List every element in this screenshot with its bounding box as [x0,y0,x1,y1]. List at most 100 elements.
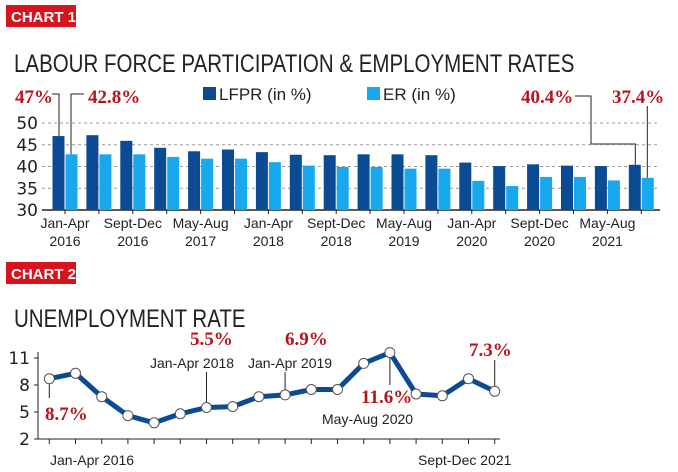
data-point [358,357,370,369]
y-tick-label: 50 [16,114,38,134]
x-tick-label: Jan-Apr [447,215,496,231]
chart2-line [43,347,501,429]
x-tick-label: 2020 [524,233,555,249]
chart1-bars [52,135,654,210]
x-tick-label: Jan-Apr [40,215,89,231]
chart1-x-axis: Jan-Apr 2016 Sept-Dec 2016 May-Aug 2017 Jan-Ap… [40,210,642,249]
bar-lfpr [459,162,472,210]
bar-er [574,176,586,210]
legend-swatch-er [367,87,380,100]
annotation-lfpr-first: 47% [15,87,53,108]
bar-lfpr [493,166,506,210]
bar-lfpr [391,154,404,210]
chart1-title: LABOUR FORCE PARTICIPATION & EMPLOYMENT … [14,49,574,77]
data-point [305,384,317,395]
label-may-aug-2020: May-Aug 2020 [322,411,413,427]
data-point [489,385,501,397]
data-point [174,408,186,420]
x-tick-label: 2021 [592,233,623,249]
bar-lfpr [86,135,99,210]
x-tick-label: 2016 [117,233,148,249]
bar-lfpr [188,151,201,210]
bar-lfpr [628,164,641,210]
bar-lfpr [52,136,65,210]
x-tick-label: 2020 [456,233,487,249]
annotation-ur-last: 7.3% [469,340,512,361]
x-tick-label: May-Aug [376,215,432,231]
y-tick-label: 40 [16,158,38,178]
bar-er [506,186,519,210]
bar-er [268,162,281,210]
data-point [70,367,81,379]
chart1-badge [6,5,76,27]
x-tick-label: May-Aug [173,215,229,231]
data-point [96,391,108,403]
bar-er [99,154,112,210]
label-jan-apr-2018: Jan-Apr 2018 [150,355,234,371]
y-tick-label: 45 [16,136,38,156]
label-jan-apr-2019: Jan-Apr 2019 [248,355,332,371]
bar-er [302,165,315,210]
data-point [201,402,212,413]
x-tick-label: 2019 [388,233,419,249]
bar-er [235,158,247,210]
bar-er [641,177,654,210]
chart2-badge [6,262,76,284]
legend-label-lfpr: LFPR (in %) [219,85,312,104]
x-label-first: Jan-Apr 2016 [50,452,134,468]
bar-lfpr [154,147,167,210]
x-tick-label: 2016 [49,233,80,249]
x-tick-label: 2017 [185,233,216,249]
bar-lfpr [289,154,302,210]
data-point [463,373,474,385]
bar-er [336,166,349,210]
x-tick-label: Sept-Dec [510,215,568,231]
x-tick-label: May-Aug [579,215,635,231]
bar-er [65,154,78,210]
bar-er [404,168,417,210]
legend-label-er: ER (in %) [383,85,456,104]
y-tick-label: 5 [19,403,30,423]
leader-line [70,93,84,155]
annotation-ur-first: 8.7% [45,404,88,425]
data-point [43,373,55,385]
x-tick-label: Sept-Dec [307,215,365,231]
chart1-badge-text: CHART 1 [11,9,76,26]
y-tick-label: 35 [16,179,38,199]
bar-lfpr [120,140,133,210]
x-label-last: Sept-Dec 2021 [418,452,512,468]
y-tick-label: 2 [19,430,30,450]
annotation-ur-2019: 6.9% [285,329,328,350]
bar-lfpr [255,152,268,210]
bar-lfpr [222,149,234,210]
chart2-title: UNEMPLOYMENT RATE [14,304,246,332]
bar-er [133,154,146,210]
leader-line [575,95,636,165]
data-point [227,401,239,413]
bar-er [370,166,383,210]
data-point [279,389,291,401]
bar-er [438,168,451,210]
bar-lfpr [527,164,540,210]
bar-er [540,176,553,210]
bar-lfpr [357,154,370,210]
data-point [332,384,343,395]
annotation-lfpr-last: 40.4% [521,87,573,108]
y-tick-label: 30 [16,201,38,221]
annotation-er-first: 42.8% [88,87,140,108]
data-point [436,390,448,402]
annotation-er-last: 37.4% [612,87,664,108]
bar-lfpr [323,155,336,210]
chart2-axis: 2 5 8 11 [8,349,500,450]
leader-line [52,93,60,137]
bar-er [167,156,180,210]
annotation-leaders [52,93,648,178]
y-tick-label: 8 [19,376,30,396]
data-point [253,391,265,403]
data-point [122,410,134,422]
x-tick-label: 2018 [253,233,284,249]
bar-lfpr [561,165,573,210]
legend-swatch-lfpr [203,87,216,100]
